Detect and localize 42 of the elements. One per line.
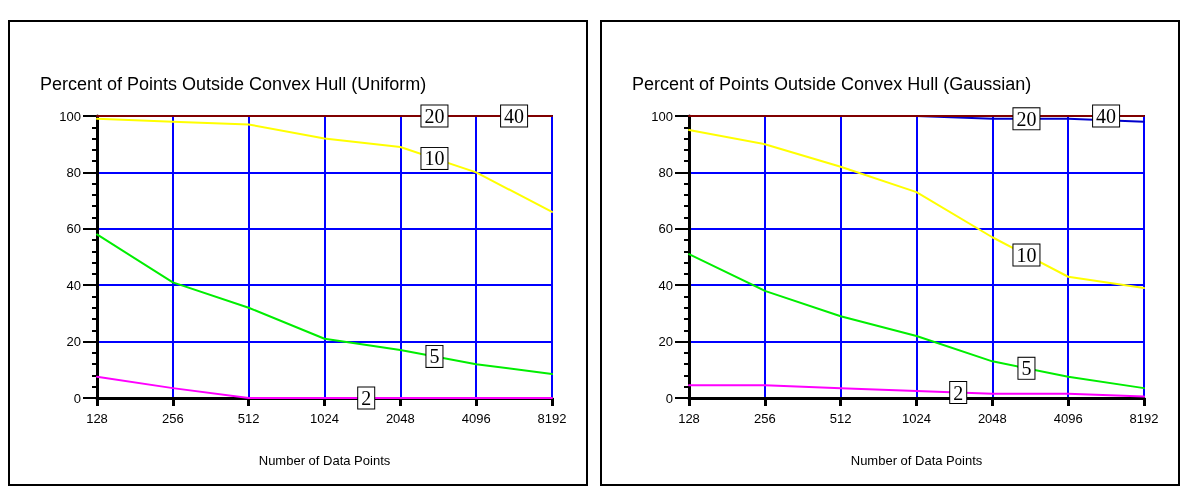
y-tick-label: 20 xyxy=(66,334,81,350)
x-tick-label: 128 xyxy=(86,411,108,426)
y-tick-label: 40 xyxy=(658,277,673,293)
x-tick-label: 512 xyxy=(829,411,852,426)
y-tick-label: 100 xyxy=(651,108,673,124)
x-tick-label: 4096 xyxy=(461,411,491,426)
x-tick-label: 4096 xyxy=(1053,411,1083,426)
series-label: 2 xyxy=(361,387,372,409)
y-tick-label: 40 xyxy=(66,277,81,293)
series-label: 5 xyxy=(1021,357,1032,380)
y-tick-label: 60 xyxy=(66,221,81,237)
series-label: 40 xyxy=(504,105,525,127)
x-axis-title: Number of Data Points xyxy=(850,453,983,468)
x-tick-label: 2048 xyxy=(977,411,1007,426)
x-tick-label: 512 xyxy=(237,411,260,426)
text: 20 xyxy=(424,105,445,127)
series-label: 2 xyxy=(953,381,964,404)
series-label: 20 xyxy=(1016,107,1037,130)
series-label: 10 xyxy=(424,147,445,170)
x-tick-label: 128 xyxy=(678,411,700,426)
y-tick-label: 0 xyxy=(665,390,673,406)
y-tick-label: 0 xyxy=(73,390,81,406)
y-tick-label: 20 xyxy=(658,334,673,350)
chart-title: Percent of Points Outside Convex Hull (Gaussian) xyxy=(632,74,1032,94)
x-tick-label: 2048 xyxy=(385,411,415,426)
y-tick-label: 80 xyxy=(658,164,673,180)
x-axis-title: Number of Data Points xyxy=(258,453,391,468)
x-tick-label: 8192 xyxy=(1129,411,1159,426)
chart-title: Percent of Points Outside Convex Hull (Uniform) xyxy=(40,74,427,94)
x-tick-label: 1024 xyxy=(310,411,339,426)
line-series xyxy=(96,233,553,376)
x-tick-label: 1024 xyxy=(902,411,931,426)
y-tick-label: 80 xyxy=(66,164,81,180)
series-label: 40 xyxy=(1096,105,1117,127)
y-tick-label: 100 xyxy=(59,108,81,124)
line-series xyxy=(688,129,1145,290)
y-tick-label: 60 xyxy=(658,221,673,237)
x-tick-label: 256 xyxy=(753,411,776,426)
series-label: 5 xyxy=(429,345,440,368)
x-tick-label: 8192 xyxy=(537,411,567,426)
series-label: 10 xyxy=(1016,244,1037,267)
x-tick-label: 256 xyxy=(161,411,184,426)
